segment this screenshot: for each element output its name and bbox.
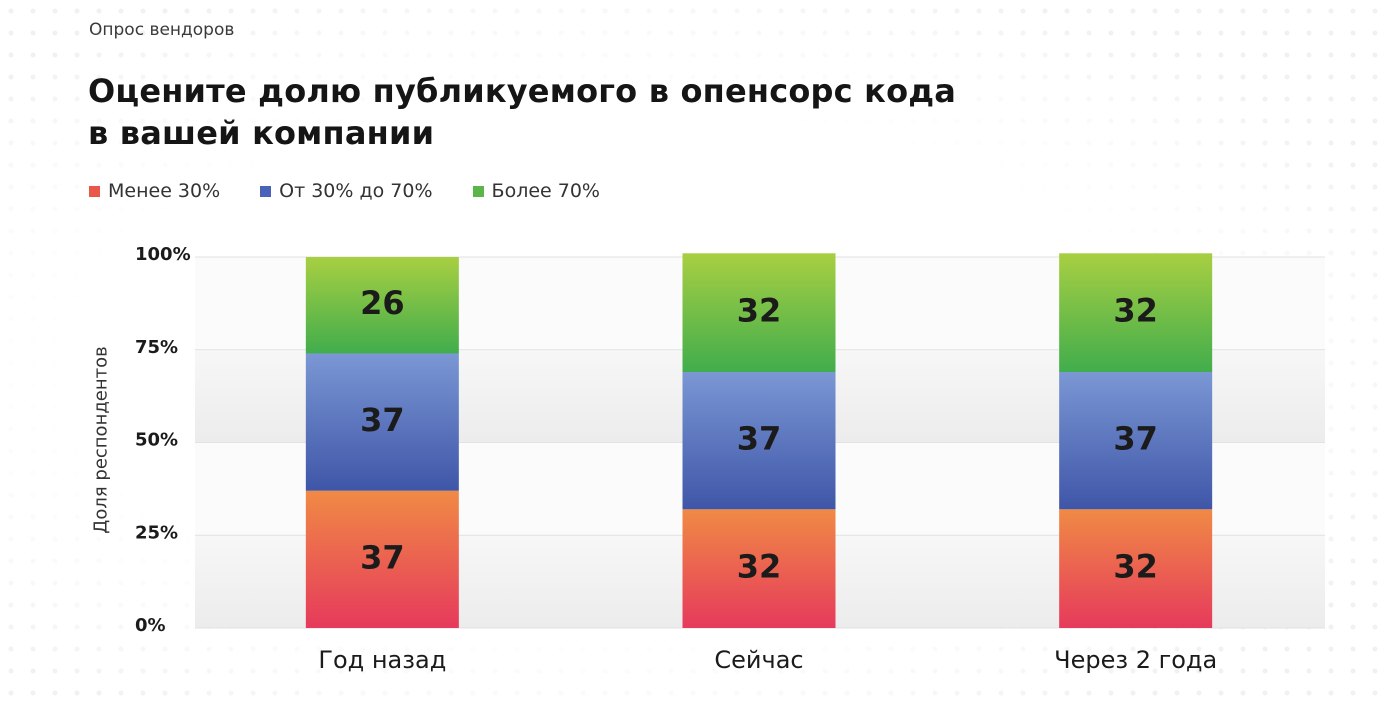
- legend-swatch-high: [472, 185, 484, 197]
- eyebrow-label: Опрос вендоров: [89, 20, 235, 40]
- y-tick-label: 100%: [135, 244, 191, 265]
- bar-value-label: 37: [1113, 420, 1158, 458]
- bar-value-label: 32: [737, 292, 782, 330]
- bar-value-label: 32: [737, 548, 782, 586]
- legend-item-low: Менее 30%: [89, 180, 220, 202]
- bar-segment: [305, 257, 459, 354]
- bar-segment: [305, 353, 459, 491]
- bar-value-label: 32: [1113, 548, 1158, 586]
- legend-item-high: Более 70%: [472, 180, 600, 202]
- bar-segment: [682, 509, 836, 628]
- bar-segment: [682, 372, 836, 510]
- legend-label-low: Менее 30%: [108, 180, 221, 202]
- x-category-label: Год назад: [318, 646, 446, 674]
- y-tick-label: 75%: [135, 337, 178, 358]
- bar-segment: [1059, 253, 1213, 373]
- legend-swatch-low: [89, 185, 100, 197]
- chart-title: Оцените долю публикуемого в опенсорс код…: [88, 70, 1088, 154]
- bar-segment: [305, 490, 459, 628]
- x-category-label: Через 2 года: [1054, 646, 1217, 674]
- x-category-label: Сейчас: [714, 646, 803, 674]
- chart-title-line-1: Оцените долю публикуемого в опенсорс код…: [88, 72, 957, 110]
- chart-title-line-2: в вашей компании: [88, 114, 435, 152]
- bar-value-label: 37: [737, 420, 782, 458]
- bar-segment: [682, 253, 836, 373]
- bar-value-label: 26: [360, 284, 405, 322]
- legend-item-mid: От 30% до 70%: [260, 180, 433, 202]
- bar-value-label: 37: [360, 401, 405, 439]
- legend-swatch-mid: [260, 185, 272, 197]
- y-tick-label: 25%: [135, 522, 178, 543]
- y-tick-label: 0%: [135, 615, 166, 636]
- bar-value-label: 32: [1113, 292, 1158, 330]
- bar-value-label: 37: [360, 538, 405, 576]
- bar-segment: [1059, 509, 1213, 628]
- legend-label-mid: От 30% до 70%: [279, 180, 433, 202]
- y-tick-label: 50%: [135, 430, 178, 451]
- legend-label-high: Более 70%: [491, 180, 600, 202]
- bar-segment: [1059, 372, 1213, 510]
- chart-legend: Менее 30% От 30% до 70% Более 70%: [89, 180, 640, 202]
